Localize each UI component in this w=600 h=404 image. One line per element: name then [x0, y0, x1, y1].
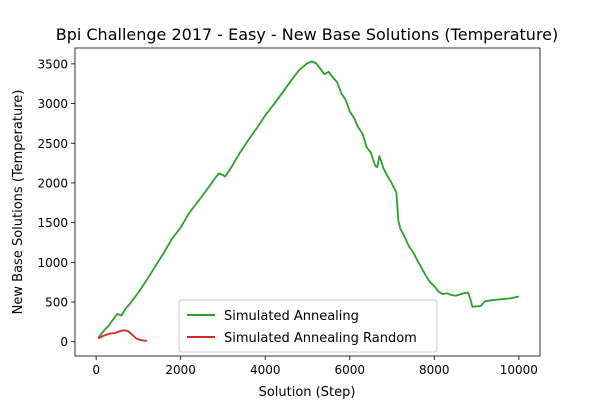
chart-title: Bpi Challenge 2017 - Easy - New Base Sol…	[56, 25, 559, 44]
y-tick-label: 500	[45, 296, 68, 310]
y-tick-label: 2000	[37, 176, 68, 190]
x-axis-label: Solution (Step)	[259, 385, 356, 400]
x-axis: 0 2000 4000 6000 8000 10000	[92, 356, 538, 377]
legend: Simulated Annealing Simulated Annealing …	[178, 299, 438, 353]
legend-box	[178, 299, 438, 353]
y-axis: 0 500 1000 1500 2000 2500 3000 3500	[37, 57, 75, 349]
y-axis-label: New Base Solutions (Temperature)	[11, 90, 26, 315]
x-tick-label: 8000	[419, 363, 450, 377]
y-tick-label: 3000	[37, 97, 68, 111]
x-tick-label: 2000	[165, 363, 196, 377]
legend-label-simulated-annealing: Simulated Annealing	[224, 309, 359, 324]
series-line-simulated-annealing-random	[97, 329, 148, 342]
y-tick-label: 0	[60, 335, 68, 349]
y-tick-label: 1500	[37, 216, 68, 230]
x-tick-label: 6000	[334, 363, 365, 377]
y-tick-label: 3500	[37, 57, 68, 71]
y-tick-label: 2500	[37, 137, 68, 151]
x-tick-label: 4000	[250, 363, 281, 377]
plot-frame	[74, 47, 541, 357]
x-tick-label: 10000	[500, 363, 538, 377]
plot-area	[97, 60, 520, 342]
x-tick-label: 0	[92, 363, 100, 377]
legend-label-simulated-annealing-random: Simulated Annealing Random	[224, 331, 417, 346]
y-tick-label: 1000	[37, 256, 68, 270]
series-line-simulated-annealing	[97, 60, 520, 339]
